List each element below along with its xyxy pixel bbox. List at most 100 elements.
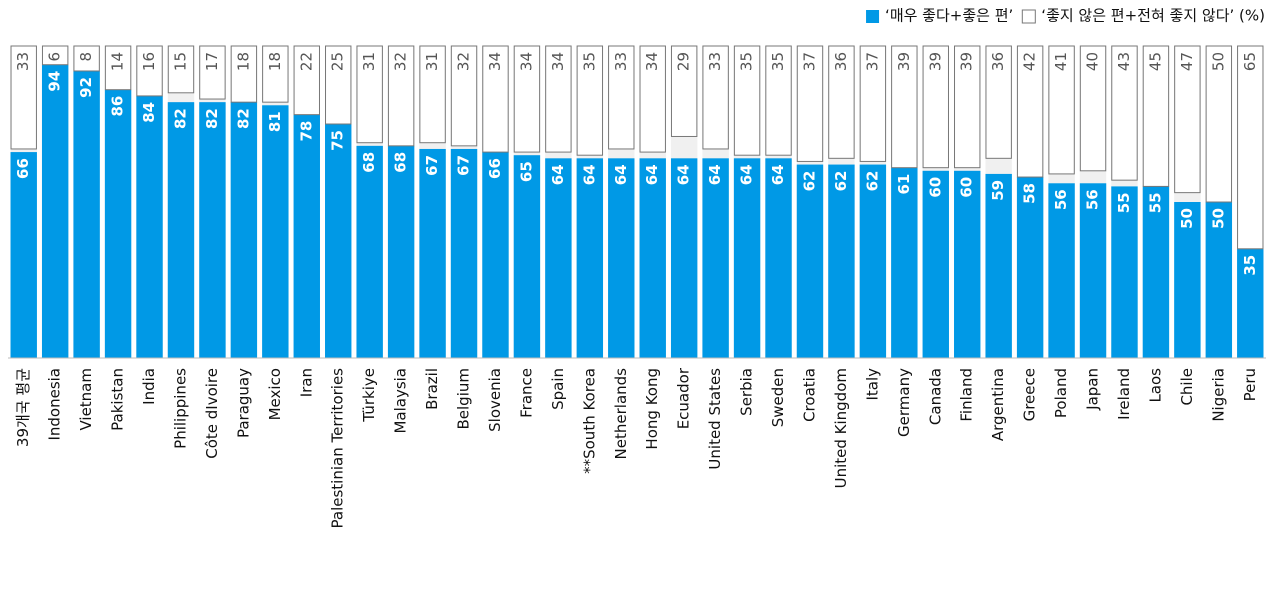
x-tick-label: India [140, 368, 158, 405]
bar-segment [796, 164, 824, 358]
bar-segment [639, 45, 666, 153]
data-label: 64 [706, 164, 724, 185]
data-label: 64 [643, 164, 661, 185]
x-tick-label: Japan [1084, 368, 1102, 411]
bar-segment [922, 170, 949, 358]
data-label: 50 [1178, 208, 1196, 229]
data-label: 68 [360, 152, 378, 173]
bar-segment [482, 45, 509, 153]
data-label: 39 [958, 52, 976, 71]
x-tick-label: Ecuador [675, 367, 693, 429]
legend-label: ‘좋지 않은 편+전혀 좋지 않다’ (%) [1041, 7, 1265, 25]
x-tick-label: Croatia [800, 368, 818, 422]
data-label: 67 [423, 155, 441, 176]
bar-segment [167, 102, 195, 358]
data-label: 61 [895, 174, 913, 195]
bar-segment [1237, 45, 1264, 250]
bar-segment [1205, 202, 1233, 358]
x-tick-label: United Kingdom [832, 368, 850, 488]
x-tick-label: United States [706, 368, 724, 470]
bar-segment [576, 45, 604, 156]
data-label: 29 [675, 52, 693, 71]
x-tick-label: Hong Kong [643, 368, 661, 450]
bar-segment [1142, 186, 1170, 358]
bar-segment [482, 152, 509, 358]
bar-segment [1016, 177, 1044, 358]
data-label: 6 [46, 52, 64, 62]
bar-segment [10, 45, 37, 150]
x-tick-label: Brazil [423, 368, 441, 410]
data-label: 35 [738, 52, 756, 71]
bar-segment [325, 124, 352, 358]
data-label: 59 [989, 180, 1007, 201]
bar-segment [293, 114, 320, 358]
data-label: 75 [329, 130, 347, 151]
bar-segment [954, 170, 981, 358]
bar-segment [545, 158, 572, 358]
bar-segment [419, 148, 446, 358]
bar-segment [891, 45, 918, 169]
bar-segment [796, 45, 824, 162]
x-tick-label: Poland [1052, 368, 1070, 418]
bar-segment [733, 158, 761, 358]
bar-segment [387, 145, 415, 358]
x-tick-label: Indonesia [46, 368, 64, 441]
data-label: 18 [234, 52, 252, 71]
x-tick-label: Philippines [171, 368, 189, 449]
data-label: 31 [360, 52, 378, 71]
data-label: 33 [706, 52, 724, 71]
x-tick-label: Palestinian Territories [329, 368, 347, 529]
bar-segment [545, 45, 572, 153]
data-label: 84 [140, 102, 158, 123]
x-tick-label: Côte dIvoire [203, 368, 221, 459]
data-label: 64 [612, 164, 630, 185]
bar-segment [419, 45, 446, 144]
bar-segment [230, 45, 258, 103]
data-label: 82 [234, 108, 252, 129]
data-label: 64 [580, 164, 598, 185]
x-tick-label: Serbia [738, 368, 756, 416]
data-label: 34 [643, 52, 661, 71]
data-label: 64 [675, 164, 693, 185]
bar-segment [450, 45, 478, 147]
data-label: 62 [800, 171, 818, 192]
bar-segment [262, 105, 289, 358]
data-label: 65 [1241, 52, 1259, 71]
bar-segment [1174, 202, 1201, 358]
data-label: 45 [1146, 52, 1164, 71]
x-tick-label: Finland [958, 368, 976, 422]
data-label: 14 [109, 52, 127, 71]
x-tick-label: Argentina [989, 368, 1007, 441]
data-label: 37 [863, 52, 881, 71]
x-tick-label: Mexico [266, 368, 284, 420]
x-tick-label: Vietnam [77, 368, 95, 431]
data-label: 35 [580, 52, 598, 71]
bar-segment [859, 164, 887, 358]
x-tick-label: Greece [1021, 368, 1039, 421]
legend-swatch [1021, 9, 1036, 24]
data-label: 58 [1021, 183, 1039, 204]
bar-segment [891, 167, 918, 358]
bar-segment [104, 89, 132, 359]
data-label: 15 [171, 52, 189, 71]
bar-segment [73, 45, 100, 72]
data-label: 60 [958, 177, 976, 198]
x-tick-label: Laos [1146, 368, 1164, 403]
data-label: 64 [738, 164, 756, 185]
data-label: 64 [549, 164, 567, 185]
data-label: 67 [455, 155, 473, 176]
x-tick-label: Paraguay [234, 368, 252, 438]
data-label: 60 [926, 177, 944, 198]
bar-segment [230, 102, 258, 358]
bar-segment [167, 45, 195, 94]
data-label: 22 [297, 52, 315, 71]
bar-segment [199, 45, 226, 100]
bar-segment [1142, 45, 1170, 187]
bar-segment [356, 145, 383, 358]
bar-segment [387, 45, 415, 147]
bar-segment [513, 155, 541, 358]
bar-segment [733, 45, 761, 156]
x-tick-label: Spain [549, 368, 567, 410]
bar-segment [513, 45, 541, 153]
bar-segment [41, 45, 69, 66]
